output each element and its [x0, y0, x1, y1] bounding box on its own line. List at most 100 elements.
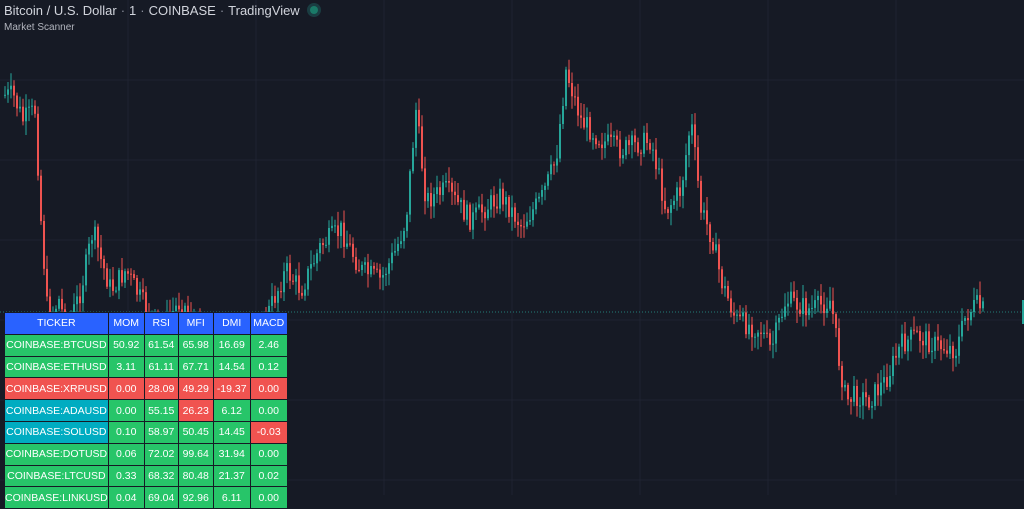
candle-body — [982, 301, 984, 309]
candle-body — [544, 185, 546, 190]
candle-body — [301, 292, 303, 296]
candle-body — [520, 225, 522, 227]
macd-cell: 0.00 — [249, 486, 288, 509]
candle-body — [478, 204, 480, 208]
candle-body — [511, 207, 513, 217]
candle-body — [736, 314, 738, 316]
candle-body — [763, 332, 765, 334]
candle-body — [304, 289, 306, 296]
candle-body — [952, 345, 954, 359]
candle-body — [880, 382, 882, 396]
candle-body — [820, 295, 822, 305]
candle-body — [625, 140, 627, 156]
ticker-cell: COINBASE:DOTUSD — [4, 442, 109, 466]
candle-body — [472, 212, 474, 230]
candle-body — [631, 135, 633, 146]
candle-body — [946, 350, 948, 354]
mom-cell: 50.92 — [107, 333, 145, 357]
candle-body — [676, 187, 678, 201]
candle-body — [28, 106, 30, 108]
candle-body — [787, 303, 789, 307]
candle-body — [178, 305, 180, 310]
dmi-cell: 6.12 — [212, 399, 251, 422]
candle-body — [136, 278, 138, 295]
candle-body — [970, 312, 972, 321]
candle-body — [748, 324, 750, 335]
candle-body — [367, 262, 369, 275]
candle-body — [97, 226, 99, 248]
dmi-cell: -19.37 — [212, 377, 251, 401]
candle-body — [817, 295, 819, 301]
candle-body — [370, 266, 372, 275]
candle-body — [652, 149, 654, 151]
candle-body — [943, 349, 945, 351]
candle-body — [343, 222, 345, 247]
candle-body — [940, 340, 942, 350]
mfi-cell: 49.29 — [177, 377, 214, 401]
candle-body — [457, 195, 459, 203]
candle-body — [13, 85, 15, 96]
mfi-cell: 99.64 — [177, 442, 214, 466]
candle-body — [415, 109, 417, 148]
ticker-cell: COINBASE:LTCUSD — [4, 464, 109, 488]
macd-cell: 0.02 — [249, 464, 288, 488]
candle-body — [667, 209, 669, 213]
candle-body — [781, 316, 783, 318]
candle-body — [922, 340, 924, 346]
candle-body — [892, 355, 894, 376]
column-header-macd: MACD — [249, 312, 288, 335]
mom-cell: 0.04 — [107, 486, 145, 509]
candle-body — [502, 188, 504, 205]
candle-body — [628, 140, 630, 146]
candle-body — [700, 180, 702, 213]
candle-body — [466, 204, 468, 220]
dmi-cell: 14.54 — [212, 355, 251, 379]
candle-body — [883, 377, 885, 383]
indicator-title[interactable]: Market Scanner — [4, 22, 75, 33]
candle-body — [553, 164, 555, 166]
candle-body — [916, 330, 918, 332]
candle-body — [463, 199, 465, 220]
candle-body — [397, 243, 399, 252]
candle-body — [586, 117, 588, 128]
candle-body — [832, 300, 834, 315]
candle-body — [526, 221, 528, 227]
candle-body — [835, 314, 837, 329]
candle-body — [649, 143, 651, 150]
candle-body — [610, 134, 612, 137]
candle-body — [913, 329, 915, 331]
candle-body — [634, 135, 636, 143]
candle-body — [559, 124, 561, 159]
candle-body — [934, 336, 936, 351]
candle-body — [901, 333, 903, 347]
candle-body — [844, 384, 846, 388]
candle-body — [853, 386, 855, 402]
candle-body — [469, 204, 471, 230]
candle-body — [436, 187, 438, 195]
scanner-row: COINBASE:LTCUSD 0.33 68.32 80.48 21.37 0… — [4, 464, 288, 488]
interval-label[interactable]: 1 — [129, 2, 137, 18]
candle-body — [124, 271, 126, 283]
candle-body — [487, 209, 489, 219]
candle-body — [556, 158, 558, 166]
market-status-icon — [309, 6, 318, 14]
candle-body — [808, 308, 810, 316]
candle-body — [88, 243, 90, 255]
candle-body — [823, 304, 825, 314]
candle-body — [505, 197, 507, 205]
candle-body — [829, 300, 831, 309]
candle-body — [907, 339, 909, 352]
candle-body — [43, 221, 45, 269]
dmi-cell: 31.94 — [212, 442, 251, 466]
candle-body — [856, 386, 858, 406]
candle-body — [424, 168, 426, 202]
candle-body — [73, 304, 75, 318]
candle-body — [910, 329, 912, 340]
candle-body — [895, 355, 897, 358]
candle-body — [598, 144, 600, 146]
price-scale-edge[interactable] — [1022, 300, 1024, 324]
candle-body — [718, 244, 720, 270]
candle-body — [403, 231, 405, 242]
candle-body — [385, 273, 387, 276]
symbol-name[interactable]: Bitcoin / U.S. Dollar — [4, 2, 117, 18]
